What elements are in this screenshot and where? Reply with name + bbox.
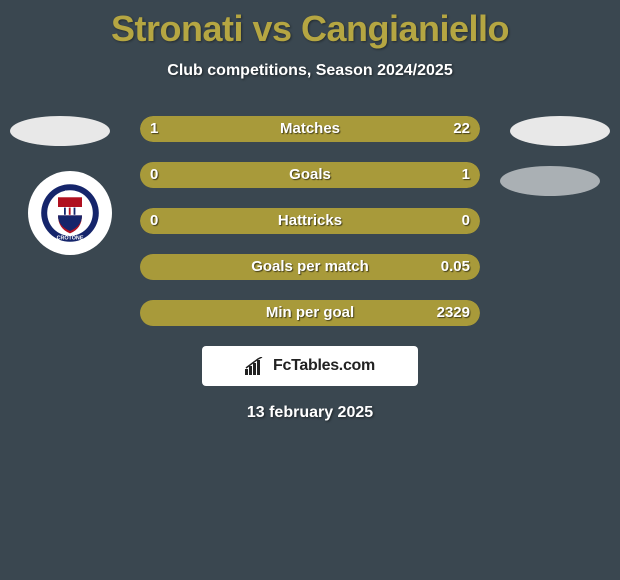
player-photo-right-placeholder <box>510 116 610 146</box>
stat-right-value: 0.05 <box>441 254 470 280</box>
badge-top-text: F.C. <box>65 191 76 197</box>
crotone-badge-icon: F.C. CROTONE <box>40 183 100 243</box>
stat-label: Goals per match <box>140 254 480 280</box>
stat-right-value: 22 <box>453 116 470 142</box>
stat-right-value: 2329 <box>437 300 470 326</box>
stat-row: Goals per match 0.05 <box>140 254 480 280</box>
stats-bars: 1 Matches 22 0 Goals 1 0 Hattricks 0 Goa… <box>140 116 480 326</box>
stat-row: 0 Goals 1 <box>140 162 480 188</box>
page-title: Stronati vs Cangianiello <box>0 0 620 50</box>
stat-label: Matches <box>140 116 480 142</box>
stat-row: Min per goal 2329 <box>140 300 480 326</box>
stat-right-value: 1 <box>462 162 470 188</box>
club-badge-left: F.C. CROTONE <box>28 171 112 255</box>
stat-label: Goals <box>140 162 480 188</box>
stat-label: Hattricks <box>140 208 480 234</box>
stat-row: 1 Matches 22 <box>140 116 480 142</box>
club-badge-right-placeholder <box>500 166 600 196</box>
stat-row: 0 Hattricks 0 <box>140 208 480 234</box>
content-area: F.C. CROTONE 1 Matches 22 0 Goals 1 <box>0 116 620 422</box>
stat-label: Min per goal <box>140 300 480 326</box>
attribution-text: FcTables.com <box>273 357 375 375</box>
subtitle: Club competitions, Season 2024/2025 <box>0 62 620 80</box>
stat-right-value: 0 <box>462 208 470 234</box>
badge-bottom-text: CROTONE <box>57 235 84 241</box>
bar-chart-icon <box>245 357 267 375</box>
player-photo-left-placeholder <box>10 116 110 146</box>
attribution-badge: FcTables.com <box>202 346 418 386</box>
date-text: 13 february 2025 <box>0 404 620 422</box>
